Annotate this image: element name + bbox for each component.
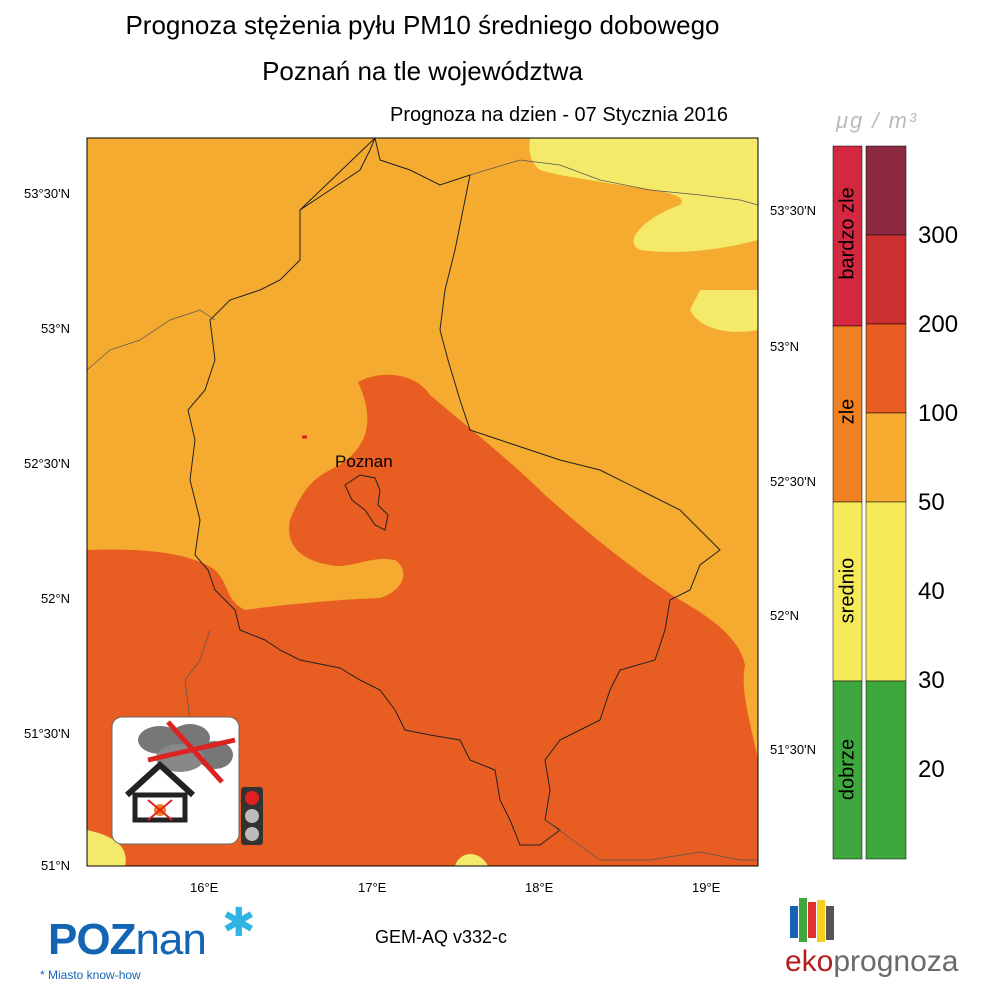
map-subtitle: Poznań na tle województwa xyxy=(262,56,583,86)
zone-low-ne2 xyxy=(673,138,695,168)
city-label: Poznan xyxy=(335,452,393,471)
no-smoke-house-icon xyxy=(111,716,240,845)
poznan-city-outline xyxy=(344,474,389,531)
legend-scale-30-50 xyxy=(865,501,907,682)
ekoprognoza-logo: ekoprognoza xyxy=(785,945,958,979)
lat-label-left: 52°30'N xyxy=(24,456,70,471)
legend-scale-300plus xyxy=(865,145,907,236)
legend-category-label: zle xyxy=(836,398,859,425)
zone-moderate-islet1 xyxy=(200,509,236,528)
lat-label-right: 53°30'N xyxy=(770,203,816,218)
legend-level: 200 xyxy=(918,311,959,338)
zone-low-ne xyxy=(529,138,758,332)
lat-label-right: 52°30'N xyxy=(770,474,816,489)
legend-level: 50 xyxy=(918,489,945,516)
traffic-light-icon xyxy=(241,787,263,845)
zone-low-sw xyxy=(87,830,126,866)
poznan-logo-main: POZ xyxy=(48,915,136,964)
lon-label: 16°E xyxy=(190,880,219,895)
prognoza-text: prognoza xyxy=(833,945,959,978)
zone-moderate-islet3 xyxy=(340,574,390,593)
zone-low-s xyxy=(455,854,488,866)
eko-text: eko xyxy=(785,945,834,978)
poznan-logo-low: nan xyxy=(135,915,206,964)
legend-scale-100-200 xyxy=(865,323,907,414)
zone-moderate-islet2 xyxy=(255,538,276,554)
legend-level: 30 xyxy=(918,667,945,694)
neighbor-border-w xyxy=(87,309,216,371)
poznan-motto: * Miasto know-how xyxy=(40,968,141,982)
model-label: GEM-AQ v332-c xyxy=(375,927,508,947)
lat-label-left: 53°30'N xyxy=(24,186,70,201)
legend-unit: μg / m³ xyxy=(836,108,919,133)
zone-high-main xyxy=(87,374,758,866)
lat-label-left: 51°30'N xyxy=(24,726,70,741)
legend-level: 300 xyxy=(918,222,959,249)
legend-cat-dobrze xyxy=(832,680,863,860)
legend-category-label: bardzo zle xyxy=(836,187,859,280)
forecast-date: Prognoza na dzien - 07 Stycznia 2016 xyxy=(390,104,728,126)
legend-scale-below-30 xyxy=(865,680,907,860)
legend-cat-bardzo-zle xyxy=(832,145,863,327)
lon-label: 19°E xyxy=(692,880,721,895)
ekoprognoza-logo-icon xyxy=(790,898,834,942)
legend-cat-srednio xyxy=(832,501,863,682)
legend-cat-zle xyxy=(832,325,863,503)
map-frame xyxy=(86,137,759,867)
lat-label-right: 52°N xyxy=(770,608,800,623)
legend-scale-200-300 xyxy=(865,234,907,325)
legend-level: 100 xyxy=(918,400,959,427)
neighbor-border-ne xyxy=(469,159,758,206)
legend-level: 20 xyxy=(918,756,945,783)
lat-label-right: 51°30'N xyxy=(770,742,816,757)
legend-category-label: srednio xyxy=(836,557,859,624)
lon-label: 17°E xyxy=(358,880,387,895)
star-icon: ✱ xyxy=(222,901,256,945)
lat-label-left: 53°N xyxy=(40,321,70,336)
map-title: Prognoza stężenia pyłu PM10 średniego do… xyxy=(125,10,720,40)
legend-scale-50-100 xyxy=(865,412,907,503)
lat-label-left: 52°N xyxy=(40,591,70,606)
poznan-logo: POZnan xyxy=(48,915,207,965)
voivodeship-border xyxy=(187,138,721,846)
lon-label: 18°E xyxy=(525,880,554,895)
lat-label-left: 51°N xyxy=(40,858,70,873)
legend-category-label: dobrze xyxy=(836,738,859,801)
legend-category-bar xyxy=(832,145,863,860)
legend-scale-bar xyxy=(865,145,907,860)
neighbor-border-se xyxy=(544,819,758,861)
legend-level: 40 xyxy=(918,578,945,605)
lat-label-right: 53°N xyxy=(770,339,800,354)
